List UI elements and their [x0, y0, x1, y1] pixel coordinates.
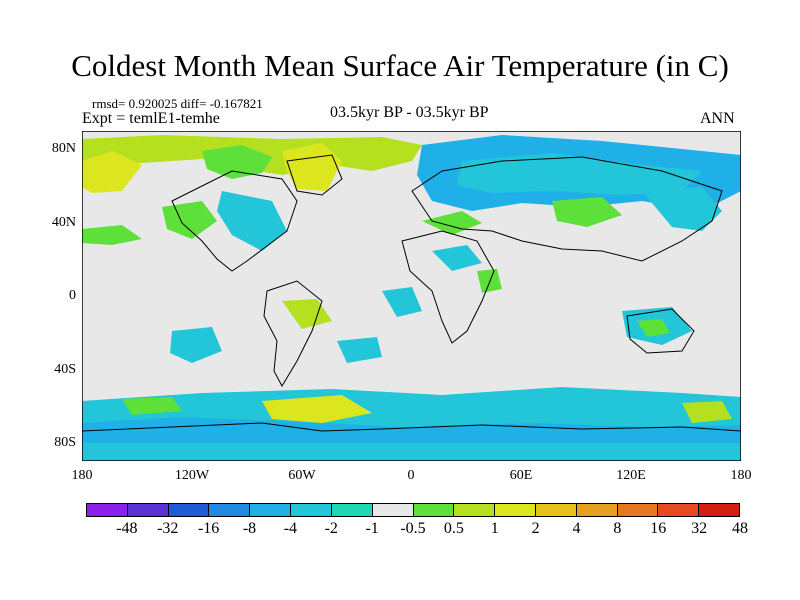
colorbar-swatch — [658, 504, 700, 516]
colorbar-label: -1 — [365, 520, 379, 537]
colorbar-label: -2 — [324, 520, 338, 537]
colorbar-swatch — [454, 504, 496, 516]
colorbar-swatch — [331, 504, 373, 516]
eurasia-teal — [457, 153, 702, 195]
eurasia-outline — [411, 156, 723, 262]
colorbar — [86, 503, 740, 517]
x-tick-60w: 60W — [288, 468, 316, 483]
colorbar-swatch — [209, 504, 251, 516]
colorbar-label: 32 — [691, 520, 708, 537]
x-tick-0: 0 — [407, 468, 415, 483]
atlantic-s-teal — [337, 337, 382, 363]
greenland-warm — [282, 143, 342, 191]
sahara-teal — [432, 245, 482, 271]
colorbar-label: 48 — [732, 520, 748, 537]
coastlines — [82, 154, 741, 432]
antarctic-east-lime — [682, 401, 732, 423]
x-tick-120e: 120E — [616, 468, 646, 483]
y-tick-0: 0 — [69, 288, 76, 303]
greenland-outline — [286, 154, 343, 196]
season-label: ANN — [700, 110, 735, 127]
africa-outline — [401, 230, 495, 344]
map-title: Coldest Month Mean Surface Air Temperatu… — [71, 48, 729, 83]
y-tick-40n: 40N — [51, 215, 76, 230]
period-label: 03.5kyr BP - 03.5kyr BP — [330, 104, 489, 121]
colorbar-swatch — [250, 504, 292, 516]
colorbar-swatch — [576, 504, 618, 516]
colorbar-label: -32 — [157, 520, 179, 537]
colorbar-swatch — [372, 504, 414, 516]
siberia-east-warm — [82, 151, 142, 193]
colorbar-label: 2 — [531, 520, 540, 537]
pacific-s-teal — [170, 327, 222, 363]
colorbar-swatch — [699, 504, 739, 516]
x-tick-60e: 60E — [509, 468, 533, 483]
experiment-label: Expt = temlE1-temhe — [82, 110, 220, 127]
drake-warm — [262, 395, 372, 423]
x-tick-180w: 180 — [71, 468, 93, 483]
temperature-map — [82, 131, 741, 461]
australia-outline — [626, 308, 695, 354]
colorbar-label: -8 — [242, 520, 257, 537]
colorbar-label: 16 — [650, 520, 667, 537]
colorbar-swatch — [168, 504, 210, 516]
stats-line: rmsd= 0.920025 diff= -0.167821 — [92, 96, 263, 111]
colorbar-swatch — [535, 504, 577, 516]
arctic-canada-green — [202, 145, 272, 179]
colorbar-label: 8 — [613, 520, 622, 537]
east-asia-teal — [642, 187, 722, 231]
na-west-green — [162, 201, 217, 239]
y-tick-40s: 40S — [54, 362, 76, 377]
x-tick-180e: 180 — [730, 468, 752, 483]
na-east-teal — [217, 191, 287, 251]
central-asia-green — [552, 197, 622, 227]
ross-green — [122, 397, 182, 415]
colorbar-swatch — [617, 504, 659, 516]
amazon-lime — [282, 299, 332, 329]
colorbar-swatch — [291, 504, 332, 516]
y-tick-80s: 80S — [54, 435, 76, 450]
australia-green — [637, 319, 670, 337]
north-america-outline — [171, 170, 298, 272]
colorbar-label: 1 — [490, 520, 499, 537]
colorbar-label: -16 — [197, 520, 220, 537]
anomaly-fields — [82, 135, 741, 461]
colorbar-label: 4 — [572, 520, 581, 537]
colorbar-label: 0.5 — [443, 520, 464, 537]
antarctica-outline — [82, 422, 741, 432]
south-america-outline — [263, 280, 323, 388]
colorbar-swatch — [127, 504, 169, 516]
atlantic-eq-teal — [382, 287, 422, 317]
colorbar-swatch — [495, 504, 536, 516]
pacific-n-green — [82, 225, 142, 245]
x-tick-120w: 120W — [174, 468, 210, 483]
colorbar-label: -0.5 — [400, 520, 426, 537]
y-tick-80n: 80N — [51, 141, 76, 156]
colorbar-label: -4 — [283, 520, 298, 537]
colorbar-swatch — [413, 504, 455, 516]
colorbar-swatch — [87, 504, 128, 516]
colorbar-label: -48 — [116, 520, 138, 537]
